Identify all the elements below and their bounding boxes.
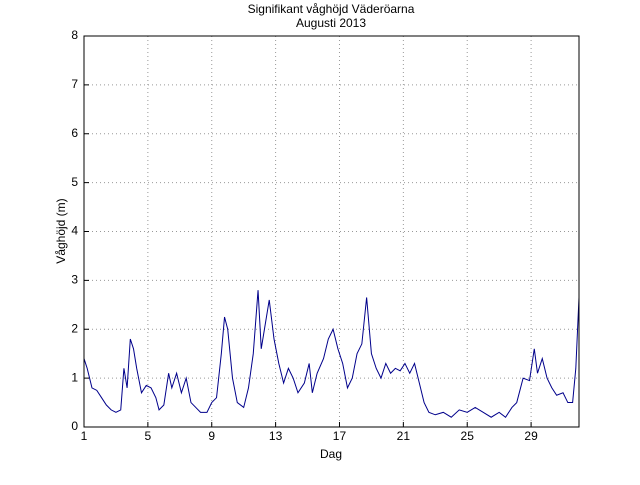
- x-tick-label: 21: [397, 429, 411, 443]
- x-tick-label: 1: [81, 429, 88, 443]
- chart-title: Signifikant våghöjd Väderöarna: [248, 2, 415, 16]
- y-tick-label: 0: [71, 419, 78, 433]
- x-tick-label: 25: [461, 429, 475, 443]
- x-tick-label: 17: [333, 429, 347, 443]
- x-tick-label: 5: [145, 429, 152, 443]
- y-tick-label: 7: [71, 77, 78, 91]
- y-tick-label: 5: [71, 175, 78, 189]
- x-tick-label: 29: [524, 429, 538, 443]
- y-tick-label: 6: [71, 126, 78, 140]
- y-tick-label: 3: [71, 273, 78, 287]
- y-tick-label: 2: [71, 321, 78, 335]
- y-tick-label: 4: [71, 224, 78, 238]
- x-axis-label: Dag: [320, 447, 342, 461]
- x-tick-label: 13: [269, 429, 283, 443]
- plot-area: [83, 290, 580, 418]
- y-tick-label: 1: [71, 370, 78, 384]
- x-tick-label: 9: [208, 429, 215, 443]
- y-tick-label: 8: [71, 28, 78, 42]
- data-line: [83, 290, 580, 418]
- y-axis-label: Våghöjd (m): [54, 198, 68, 263]
- chart-subtitle: Augusti 2013: [296, 16, 366, 30]
